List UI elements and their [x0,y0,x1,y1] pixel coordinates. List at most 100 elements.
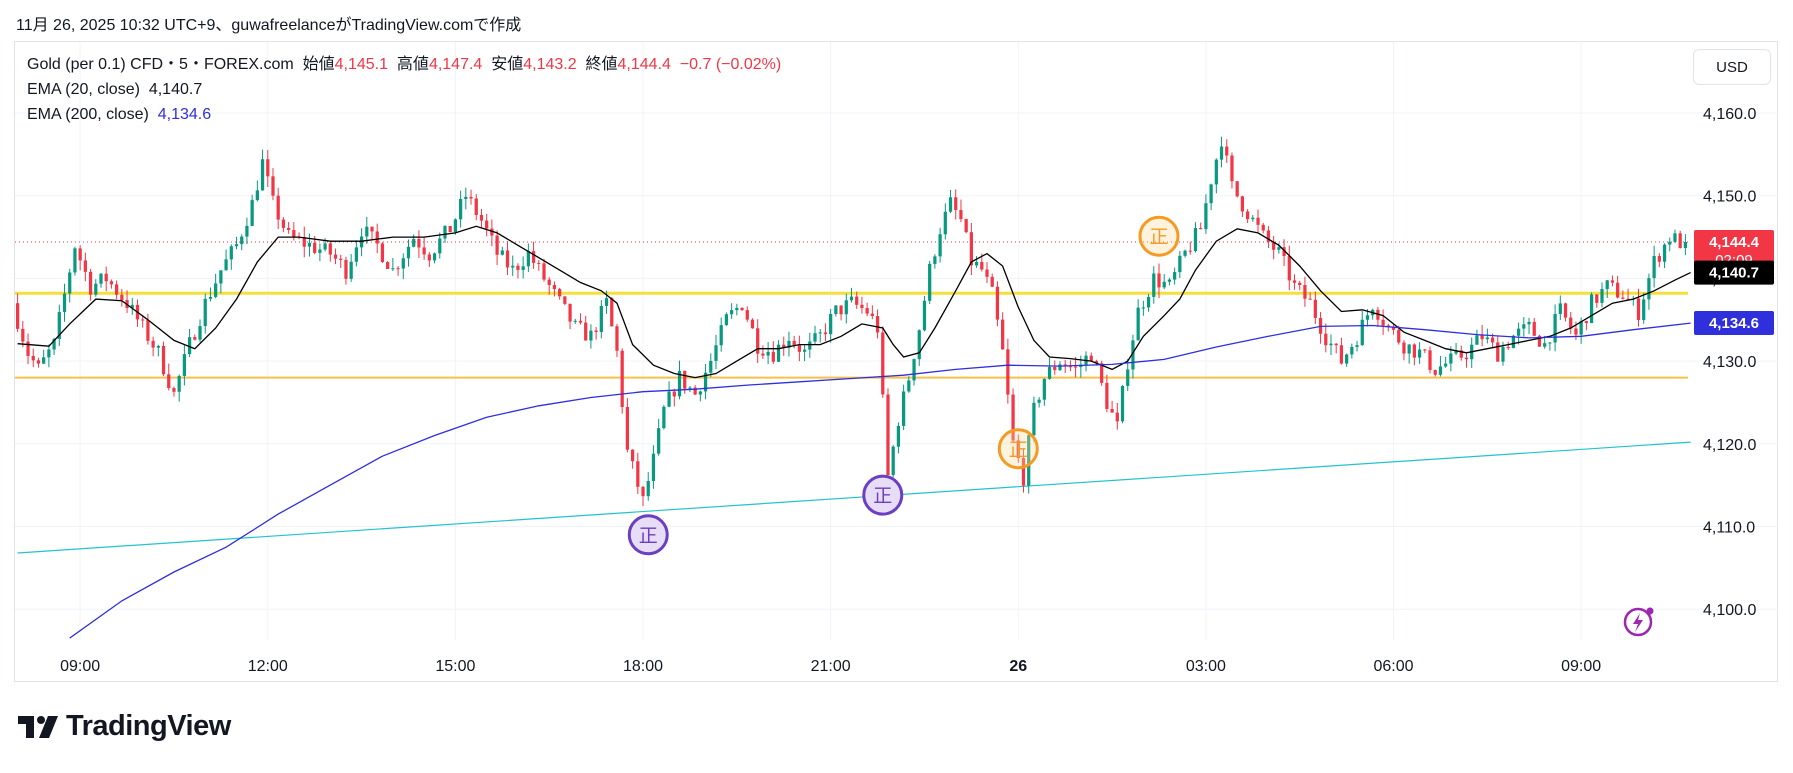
candle [1516,322,1521,345]
candle-body [1235,181,1239,197]
candle-body [1089,355,1093,361]
candle-body [1225,146,1229,156]
candle [797,335,801,362]
legend-ema20-row[interactable]: EMA (20, close) 4,140.7 [27,77,781,102]
candle-body [1657,256,1661,262]
candle-body [1464,357,1469,360]
candle [208,287,213,302]
candle-body [594,330,598,333]
candle [214,273,218,299]
candle-body [36,360,41,364]
candle [1459,345,1463,361]
candle-body [1287,256,1291,281]
candle [1569,311,1573,335]
candle-body [537,262,541,264]
candle [954,189,958,220]
candle-body [83,260,87,272]
candle-body [933,256,937,264]
candle-body [344,259,348,279]
candle-body [281,219,286,228]
candle [761,345,765,360]
candle [860,296,864,314]
candle-body [339,258,343,260]
candle-body [1256,217,1260,225]
lightning-icon-bolt [1633,613,1643,632]
candle [1444,356,1448,368]
candle-body [208,296,213,299]
candle [370,226,374,240]
candle [1204,194,1208,234]
candle [1350,343,1354,359]
candle-body [1324,333,1328,346]
candle [990,273,994,288]
signal-marker[interactable]: 正 [862,474,904,516]
candle-body [839,305,843,315]
candle [776,340,781,363]
candle-body [1261,224,1265,231]
candle [719,317,723,352]
candle-body [1345,354,1349,364]
candle [943,203,947,240]
legend-ema200-row[interactable]: EMA (200, close) 4,134.6 [27,102,781,127]
price-badge-label: 4,140.7 [1709,265,1759,282]
candle-body [1391,326,1396,330]
candle [750,318,755,329]
candle-body [1459,350,1463,358]
candle [333,248,338,265]
candle [1006,338,1010,404]
candle-body [698,391,702,395]
candle-body [438,238,442,254]
candle [375,223,379,254]
candle [766,342,770,365]
signal-marker[interactable]: 正 [627,514,669,556]
candle [307,233,312,257]
candle [1209,183,1213,211]
candle-body [1636,298,1641,320]
candle [1334,343,1338,354]
candle [875,309,880,339]
candle [615,323,619,358]
candle [1324,323,1328,353]
candle [62,283,67,322]
candle [1131,334,1135,379]
candle-body [141,319,145,321]
candle-body [21,328,25,342]
candle [948,189,953,214]
candle [26,333,30,365]
candle-body [750,319,755,329]
candle-body [490,228,494,236]
candle [495,230,499,266]
x-tick-label: 09:00 [60,658,100,675]
candle-body [662,406,666,429]
lightning-icon[interactable] [1623,607,1654,637]
candle-body [453,219,458,233]
candle [469,189,473,205]
candle-body [1053,367,1057,371]
candle [641,485,645,507]
symbol-name[interactable]: Gold (per 0.1) CFD・5・FOREX.com [27,56,294,73]
candle [1621,290,1625,300]
tradingview-brand[interactable]: TradingView [18,710,231,743]
candle-body [276,195,280,220]
candle-body [1126,369,1130,386]
candle [677,360,682,400]
candle-body [31,355,35,361]
candle-body [1454,350,1458,354]
candle [146,313,150,345]
currency-button[interactable]: USD [1693,49,1771,85]
candle [167,363,171,391]
signal-marker[interactable]: 正 [1138,215,1180,257]
candle-body [1193,228,1198,252]
candle [912,358,916,386]
candle-body [271,176,275,196]
ema200-value: 4,134.6 [157,106,212,123]
candle-body [391,268,395,270]
candle-body [1569,317,1573,329]
candle [1136,299,1140,341]
candle-body [589,330,593,341]
candle-body [688,387,692,389]
signal-marker[interactable]: 正 [997,428,1039,470]
ema200-label: EMA (200, close) [27,106,149,123]
candle [1407,344,1411,364]
